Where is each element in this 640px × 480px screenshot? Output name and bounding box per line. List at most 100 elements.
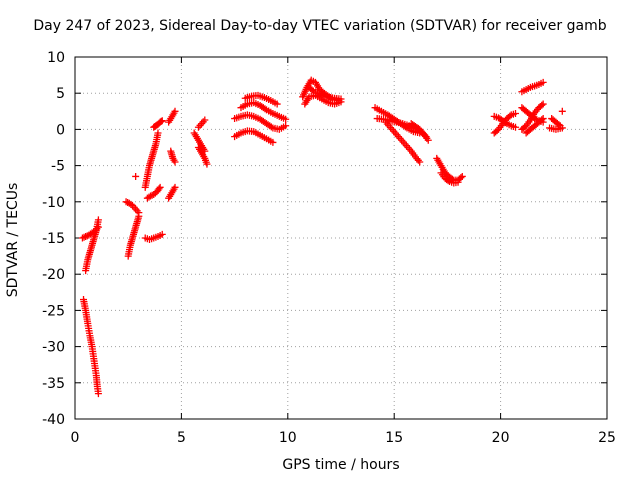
plot-frame bbox=[74, 56, 608, 420]
series-arc-c bbox=[78, 223, 102, 242]
data-point bbox=[416, 158, 424, 166]
data-point bbox=[558, 107, 566, 115]
data-point bbox=[156, 183, 164, 191]
x-tick-label: 0 bbox=[71, 430, 80, 446]
data-point bbox=[337, 95, 345, 103]
series-arc-al bbox=[558, 107, 566, 115]
data-point bbox=[538, 101, 546, 109]
x-tick-label: 25 bbox=[598, 430, 616, 446]
series-arc-m bbox=[167, 147, 179, 166]
data-point bbox=[80, 233, 88, 241]
data-point bbox=[457, 174, 465, 182]
axis-ticks: -40 -35 -30 -25 -20 -15 -10 -5 0 5 10 0 5 10 15 20 25 bbox=[42, 50, 616, 446]
data-point bbox=[539, 115, 547, 123]
series-arc-ak bbox=[546, 124, 566, 133]
data-point bbox=[94, 216, 102, 224]
data-point bbox=[155, 185, 163, 193]
series-arc-h bbox=[141, 129, 162, 191]
series-arc-o bbox=[194, 144, 211, 168]
y-tick-label: 5 bbox=[56, 86, 65, 102]
series-arc-k bbox=[165, 107, 179, 126]
data-point bbox=[82, 233, 90, 241]
data-point bbox=[94, 390, 102, 398]
data-point bbox=[261, 105, 269, 113]
data-point bbox=[506, 112, 514, 120]
series-arc-z bbox=[382, 118, 424, 166]
data-point bbox=[308, 86, 316, 94]
y-tick-label: -10 bbox=[42, 195, 65, 211]
data-point bbox=[154, 129, 162, 137]
series-arc-ag bbox=[518, 100, 547, 133]
series-arc-g bbox=[141, 230, 166, 243]
y-tick-label: -20 bbox=[42, 267, 65, 283]
y-tick-label: -5 bbox=[51, 159, 65, 175]
series-arc-af bbox=[518, 78, 547, 96]
series-arc-r bbox=[231, 111, 290, 133]
data-point bbox=[171, 183, 179, 191]
data-point bbox=[135, 209, 143, 217]
data-point bbox=[273, 100, 281, 108]
y-tick-label: 10 bbox=[47, 50, 65, 66]
data-point bbox=[558, 124, 566, 132]
series-arc-ah bbox=[518, 104, 547, 126]
data-point bbox=[538, 116, 546, 124]
x-tick-label: 10 bbox=[279, 430, 297, 446]
data-point bbox=[78, 234, 86, 242]
series-arc-ae bbox=[490, 112, 519, 131]
data-point bbox=[444, 177, 452, 185]
data-point bbox=[282, 122, 290, 130]
series-arc-e bbox=[122, 198, 143, 217]
series-arc-ai bbox=[522, 115, 547, 137]
data-points bbox=[78, 76, 566, 398]
data-point bbox=[147, 192, 155, 200]
x-tick-label: 5 bbox=[177, 430, 186, 446]
y-tick-label: -40 bbox=[42, 412, 65, 428]
data-point bbox=[94, 223, 102, 231]
data-point bbox=[158, 117, 166, 125]
chart-title: Day 247 of 2023, Sidereal Day-to-day VTE… bbox=[33, 18, 607, 34]
x-axis-label: GPS time / hours bbox=[282, 457, 400, 473]
series-arc-f bbox=[132, 172, 140, 180]
data-point bbox=[502, 119, 510, 127]
data-point bbox=[171, 158, 179, 166]
data-point bbox=[267, 123, 275, 131]
data-point bbox=[511, 109, 519, 117]
series-arc-n bbox=[190, 129, 209, 155]
data-point bbox=[511, 123, 519, 131]
data-point bbox=[171, 107, 179, 115]
series-arc-t bbox=[241, 91, 281, 108]
series-arc-aa bbox=[407, 120, 432, 144]
data-point bbox=[424, 136, 432, 144]
data-point bbox=[203, 160, 211, 168]
series-arc-ac bbox=[437, 169, 462, 187]
y-tick-label: -30 bbox=[42, 340, 65, 356]
series-arc-j bbox=[150, 117, 166, 131]
series-arc-p bbox=[194, 116, 209, 131]
data-point bbox=[158, 230, 166, 238]
data-point bbox=[454, 178, 462, 186]
data-point bbox=[539, 78, 547, 86]
series-arc-i bbox=[143, 183, 164, 202]
data-point bbox=[122, 198, 130, 206]
data-point bbox=[529, 113, 537, 121]
series-arc-s bbox=[237, 99, 290, 123]
data-point bbox=[157, 117, 165, 125]
series-arc-w bbox=[305, 83, 345, 103]
data-point bbox=[201, 116, 209, 124]
series-arc-q bbox=[231, 127, 277, 146]
y-tick-label: -15 bbox=[42, 231, 65, 247]
data-point bbox=[269, 138, 277, 146]
series-arc-d bbox=[124, 212, 143, 260]
series-arc-l bbox=[165, 183, 179, 202]
y-tick-label: -25 bbox=[42, 303, 65, 319]
data-point bbox=[282, 115, 290, 123]
data-point bbox=[555, 121, 563, 129]
y-tick-label: 0 bbox=[56, 122, 65, 138]
x-tick-label: 20 bbox=[492, 430, 510, 446]
series-arc-a bbox=[80, 296, 102, 398]
data-point bbox=[458, 172, 466, 180]
x-tick-label: 15 bbox=[385, 430, 403, 446]
data-point bbox=[132, 172, 140, 180]
data-point bbox=[539, 100, 547, 108]
